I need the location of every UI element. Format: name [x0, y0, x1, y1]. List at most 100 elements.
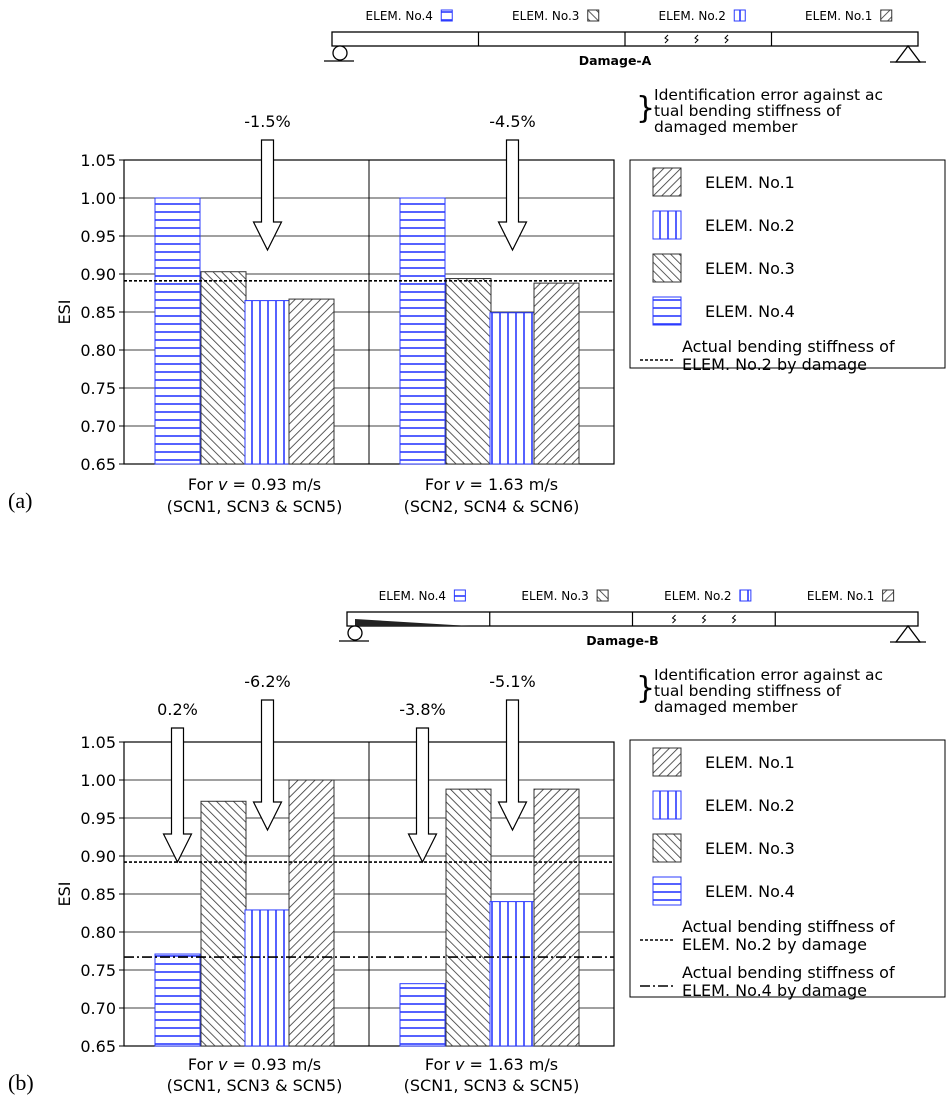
legend-label: ELEM. No.4	[705, 882, 795, 901]
y-tick-label: 1.00	[80, 771, 116, 790]
annotation-note-line: damaged member	[654, 118, 798, 136]
bar	[288, 298, 335, 465]
error-arrow	[252, 139, 283, 252]
legend-label: ELEM. No.1	[705, 753, 795, 772]
roller-support	[347, 625, 363, 641]
y-tick-label: 0.85	[80, 303, 116, 322]
pin-support	[894, 624, 922, 643]
bar	[288, 779, 335, 1047]
error-arrow	[497, 699, 528, 832]
y-tick-label: 0.65	[80, 1037, 116, 1056]
legend-swatch	[652, 296, 682, 326]
beam-element-label: ELEM. No.2	[664, 589, 731, 603]
category-label-line2: (SCN1, SCN3 & SCN5)	[404, 1076, 580, 1095]
bar	[399, 197, 446, 465]
category-label-line1: For v = 0.93 m/s	[188, 1055, 321, 1074]
roller-support	[332, 45, 348, 61]
category-label-part: v	[218, 475, 228, 494]
legend-swatch	[652, 210, 682, 240]
crack-mark	[671, 614, 677, 624]
category-label-line2: (SCN1, SCN3 & SCN5)	[167, 497, 343, 516]
y-tick-label: 0.70	[80, 999, 116, 1018]
annotation-note: Identification error against ac tual bend…	[654, 86, 883, 136]
error-arrow	[497, 139, 528, 252]
beam-element-label: ELEM. No.3	[512, 9, 579, 23]
legend-label: ELEM. No.3	[705, 839, 795, 858]
legend-label: ELEM. No.1	[705, 173, 795, 192]
legend-swatch	[652, 747, 682, 777]
beam-element-swatch	[440, 9, 453, 22]
category-label-part: For	[425, 1055, 455, 1074]
panel-b: ELEM. No.4 ELEM. No.3 ELEM. No.2 ELEM. No.1…	[8, 589, 946, 1095]
category-label-part: = 0.93 m/s	[227, 1055, 321, 1074]
bar	[489, 312, 536, 465]
y-tick-label: 0.65	[80, 455, 116, 474]
bar	[154, 197, 201, 465]
error-label: -6.2%	[244, 672, 290, 691]
y-tick-label: 1.05	[80, 733, 116, 752]
y-tick-label: 0.70	[80, 417, 116, 436]
category-label-part: = 0.93 m/s	[227, 475, 321, 494]
category-label-line1: For v = 1.63 m/s	[425, 1055, 558, 1074]
y-tick-label: 0.90	[80, 265, 116, 284]
beam-element-swatch	[453, 589, 466, 602]
crack-mark	[664, 34, 669, 44]
y-tick-label: 0.80	[80, 923, 116, 942]
annotation-note-line: Identification error against ac	[654, 86, 883, 104]
category-label-part: = 1.63 m/s	[464, 1055, 558, 1074]
legend-label: ELEM. No.4	[705, 302, 795, 321]
legend-label: ELEM. No.3	[705, 259, 795, 278]
bar	[244, 909, 291, 1047]
bar	[200, 271, 247, 465]
bar	[154, 953, 201, 1047]
crack-mark	[731, 614, 737, 624]
legend-label: ELEM. No.2	[705, 216, 795, 235]
error-label: -4.5%	[489, 112, 535, 131]
beam-element-label: ELEM. No.4	[379, 589, 446, 603]
error-arrow	[162, 727, 193, 864]
beam-title: Damage-A	[579, 53, 652, 68]
error-arrow	[252, 699, 283, 832]
bar	[533, 282, 580, 465]
legend-swatch	[652, 833, 682, 863]
panel-a: ELEM. No.4 ELEM. No.3 ELEM. No.2 ELEM. No.1…	[8, 9, 946, 516]
error-arrow	[407, 727, 438, 864]
legend-swatch	[652, 253, 682, 283]
beam-element-swatch	[596, 589, 609, 602]
annotation-note-line: tual bending stiffness of	[654, 682, 842, 700]
annotation-note-line: Identification error against ac	[654, 666, 883, 684]
y-axis-label: ESI	[55, 882, 74, 907]
pin-support	[894, 44, 922, 63]
beam-title: Damage-B	[586, 633, 658, 648]
legend-box	[629, 739, 946, 998]
y-tick-label: 1.05	[80, 151, 116, 170]
beam-element-swatch	[880, 9, 893, 22]
bar	[445, 278, 492, 465]
crack-mark	[701, 614, 707, 624]
panel-label: (a)	[8, 488, 32, 513]
crack-mark	[694, 34, 699, 44]
y-tick-label: 0.85	[80, 885, 116, 904]
annotation-note-line: damaged member	[654, 698, 798, 716]
legend-line-label: Actual bending stiffness of	[682, 337, 895, 356]
beam-element-label: ELEM. No.1	[807, 589, 874, 603]
brace-symbol: }	[636, 91, 655, 126]
legend-swatch	[652, 167, 682, 197]
y-tick-label: 0.95	[80, 227, 116, 246]
legend-box	[629, 159, 946, 369]
category-label-part: For	[188, 475, 218, 494]
y-tick-label: 0.90	[80, 847, 116, 866]
bar	[200, 800, 247, 1047]
category-label-part: v	[455, 1055, 465, 1074]
bar	[489, 901, 536, 1047]
beam-element-swatch	[882, 589, 895, 602]
legend-line-label: ELEM. No.4 by damage	[682, 981, 867, 1000]
error-label: -5.1%	[489, 672, 535, 691]
beam-element-label: ELEM. No.3	[521, 589, 588, 603]
y-tick-label: 0.75	[80, 379, 116, 398]
category-label-part: v	[455, 475, 465, 494]
category-label-part: For	[425, 475, 455, 494]
beam-element-label: ELEM. No.1	[805, 9, 872, 23]
beam-element-label: ELEM. No.4	[366, 9, 433, 23]
